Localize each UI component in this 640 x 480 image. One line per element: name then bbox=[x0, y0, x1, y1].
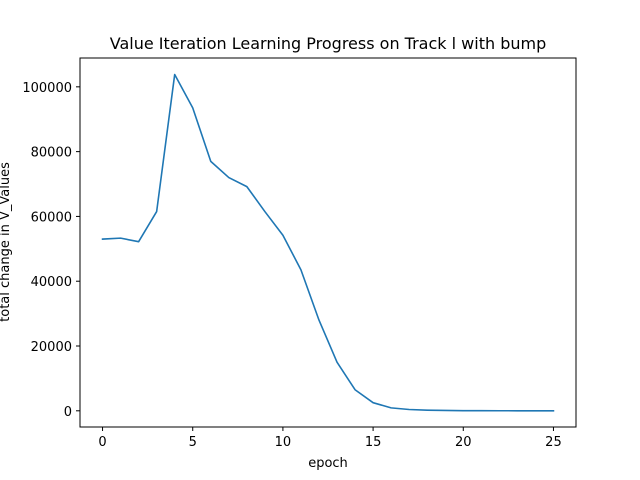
y-tick-label: 20000 bbox=[31, 340, 72, 355]
y-tick-label: 60000 bbox=[31, 210, 72, 225]
x-tick-label: 10 bbox=[275, 435, 292, 450]
x-axis-title: epoch bbox=[308, 456, 348, 471]
x-tick-label: 20 bbox=[455, 435, 472, 450]
series-line-0 bbox=[101, 73, 555, 412]
series-layer bbox=[101, 73, 555, 412]
y-tick-label: 80000 bbox=[31, 146, 72, 161]
x-tick-label: 15 bbox=[365, 435, 382, 450]
axes-layer: 0 5 10 15 20 25 0 20000 40000 60000 80000 100000 bbox=[22, 81, 561, 450]
chart-title: Value Iteration Learning Progress on Tra… bbox=[110, 34, 546, 53]
y-tick-label: 40000 bbox=[31, 275, 72, 290]
y-tick-label: 100000 bbox=[22, 81, 72, 96]
x-tick-label: 25 bbox=[545, 435, 562, 450]
y-tick-label: 0 bbox=[64, 405, 72, 420]
y-axis-title: total change in V_Values bbox=[0, 162, 13, 322]
plot-frame bbox=[79, 57, 577, 428]
x-tick-label: 0 bbox=[98, 435, 106, 450]
x-tick-label: 5 bbox=[189, 435, 197, 450]
